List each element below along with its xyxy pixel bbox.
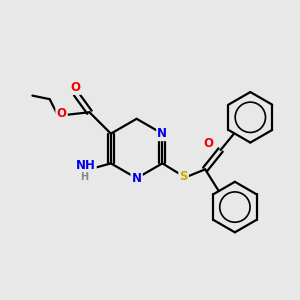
Text: NH: NH xyxy=(76,159,96,172)
Text: NH: NH xyxy=(76,159,96,172)
Text: O: O xyxy=(70,81,80,94)
Text: O: O xyxy=(203,137,213,150)
Text: O: O xyxy=(56,106,67,120)
Text: O: O xyxy=(56,106,67,120)
Text: O: O xyxy=(203,137,213,150)
Text: N: N xyxy=(158,127,167,140)
Text: H: H xyxy=(80,172,88,182)
Text: N: N xyxy=(132,172,142,185)
Text: O: O xyxy=(70,81,80,94)
Text: H: H xyxy=(80,172,88,182)
Text: S: S xyxy=(179,170,188,183)
Text: S: S xyxy=(179,170,188,183)
Text: N: N xyxy=(132,172,142,185)
Text: N: N xyxy=(158,127,167,140)
